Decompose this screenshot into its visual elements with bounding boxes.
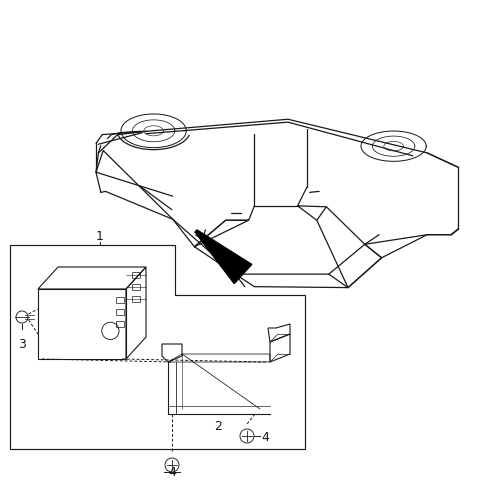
Bar: [132, 273, 140, 278]
Bar: [132, 285, 140, 290]
Text: 4: 4: [168, 465, 176, 478]
Text: 3: 3: [18, 337, 26, 350]
Polygon shape: [195, 230, 252, 284]
Text: 4: 4: [261, 431, 269, 444]
Bar: [38, 289, 126, 359]
Text: 2: 2: [214, 419, 222, 432]
Text: 1: 1: [96, 229, 104, 242]
Bar: [132, 296, 140, 302]
Bar: [116, 321, 124, 327]
Bar: [116, 309, 124, 315]
Bar: [116, 298, 124, 303]
